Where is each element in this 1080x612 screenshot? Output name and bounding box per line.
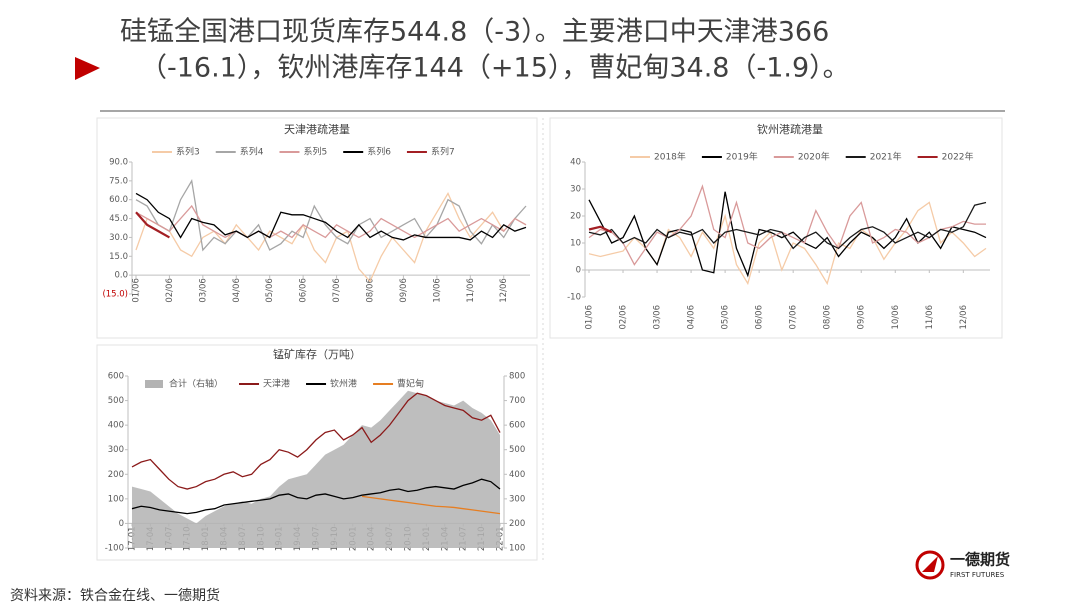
- legend-label: 钦州港: [330, 378, 357, 390]
- x-tick-label: 02/06: [619, 305, 629, 330]
- line: [135, 192, 527, 241]
- x-tick-label: 03/06: [198, 278, 208, 303]
- y-tick-label: 400: [509, 470, 525, 480]
- x-tick-label: 10/06: [432, 278, 442, 303]
- legend-swatch: [145, 380, 163, 388]
- y-tick-label: 600: [509, 421, 525, 431]
- y-tick-label: 100: [509, 544, 525, 554]
- logo-name: 一德期货: [950, 551, 1010, 569]
- chart-title: 锰矿库存（万吨）: [273, 347, 361, 361]
- legend-label: 曹妃甸: [397, 378, 424, 390]
- legend-label: 2022年: [942, 151, 974, 163]
- legend-label: 系列6: [367, 146, 391, 158]
- source: 资料来源：铁合金在线、一德期货: [10, 587, 220, 604]
- y-tick-label: 30: [570, 185, 581, 195]
- y-tick-label: 20: [570, 212, 581, 222]
- y-tick-label: 500: [509, 445, 525, 455]
- panel: [96, 344, 538, 561]
- chart-title: 天津港疏港量: [284, 122, 350, 136]
- legend-label: 系列5: [303, 146, 327, 158]
- y-tick-label: 0: [576, 266, 581, 276]
- x-tick-label: 05/06: [721, 305, 731, 330]
- panel: [549, 117, 1003, 339]
- y-tick-label: 45.0: [109, 214, 128, 224]
- x-tick-label: 11/06: [466, 278, 476, 303]
- line: [588, 225, 613, 234]
- y-tick-label: 600: [108, 372, 124, 382]
- legend-label: 系列7: [431, 146, 455, 158]
- y-tick-label: 0: [119, 519, 124, 529]
- y-tick-label: 800: [509, 372, 525, 382]
- y-tick-label: (15.0): [102, 290, 128, 300]
- legend-label: 天津港: [263, 378, 290, 390]
- y-tick-label: 200: [108, 470, 124, 480]
- line: [588, 201, 987, 286]
- panel: [96, 117, 538, 339]
- logo-mark: [922, 556, 938, 572]
- line: [131, 392, 501, 490]
- y-tick-label: 100: [108, 494, 124, 504]
- y-tick-label: 400: [108, 421, 124, 431]
- y-tick-label: 10: [570, 239, 581, 249]
- headline: （-16.1），钦州港库存144（+15），曹妃甸34.8（-1.9）。: [140, 53, 850, 84]
- y-tick-label: 40: [570, 158, 581, 168]
- x-tick-label: 04/06: [687, 305, 697, 330]
- x-tick-label: 12/06: [959, 305, 969, 330]
- x-tick-label: 07/06: [332, 278, 342, 303]
- x-tick-label: 22-01: [496, 526, 506, 551]
- x-tick-label: 08/06: [823, 305, 833, 330]
- y-tick-label: 75.0: [109, 176, 128, 186]
- legend-label: 2018年: [654, 151, 686, 163]
- y-tick-label: 0.0: [114, 271, 128, 281]
- y-tick-label: -10: [567, 293, 581, 303]
- y-tick-label: 90.0: [109, 158, 128, 168]
- x-tick-label: 10/06: [891, 305, 901, 330]
- legend-label: 系列4: [240, 146, 264, 158]
- x-tick-label: 01/06: [585, 305, 595, 330]
- x-tick-label: 09/06: [857, 305, 867, 330]
- legend-label: 2020年: [798, 151, 830, 163]
- legend-label: 合计（右轴）: [169, 378, 223, 390]
- x-tick-label: 12/06: [499, 278, 509, 303]
- headline: 硅锰全国港口现货库存544.8（-3）。主要港口中天津港366: [120, 17, 829, 48]
- y-tick-label: 200: [509, 519, 525, 529]
- x-tick-label: 05/06: [265, 278, 275, 303]
- area: [132, 390, 500, 548]
- legend-label: 2019年: [726, 151, 758, 163]
- logo-subtitle: FIRST FUTURES: [950, 571, 1005, 579]
- bullet: [75, 57, 100, 80]
- line: [135, 211, 170, 239]
- x-tick-label: 03/06: [653, 305, 663, 330]
- line: [588, 184, 986, 266]
- y-tick-label: 300: [509, 494, 525, 504]
- line: [135, 192, 527, 283]
- x-tick-label: 06/06: [755, 305, 765, 330]
- x-tick-label: 04/06: [232, 278, 242, 303]
- x-tick-label: 08/06: [366, 278, 376, 303]
- x-tick-label: 06/06: [299, 278, 309, 303]
- y-tick-label: 500: [108, 396, 124, 406]
- chart-title: 钦州港疏港量: [757, 122, 823, 136]
- line: [131, 478, 501, 515]
- y-tick-label: 15.0: [109, 252, 128, 262]
- legend-label: 2021年: [870, 151, 902, 163]
- y-tick-label: 60.0: [109, 195, 128, 205]
- x-tick-label: 01/06: [132, 278, 142, 303]
- line: [588, 201, 987, 250]
- y-tick-label: 300: [108, 445, 124, 455]
- x-tick-label: 09/06: [399, 278, 409, 303]
- logo-mark: [915, 550, 945, 580]
- x-tick-label: 02/06: [165, 278, 175, 303]
- y-tick-label: -100: [105, 544, 124, 554]
- x-tick-label: 11/06: [925, 305, 935, 330]
- y-tick-label: 700: [509, 396, 525, 406]
- line: [361, 495, 501, 515]
- y-tick-label: 30.0: [109, 233, 128, 243]
- x-tick-label: 07/06: [789, 305, 799, 330]
- legend-label: 系列3: [176, 146, 200, 158]
